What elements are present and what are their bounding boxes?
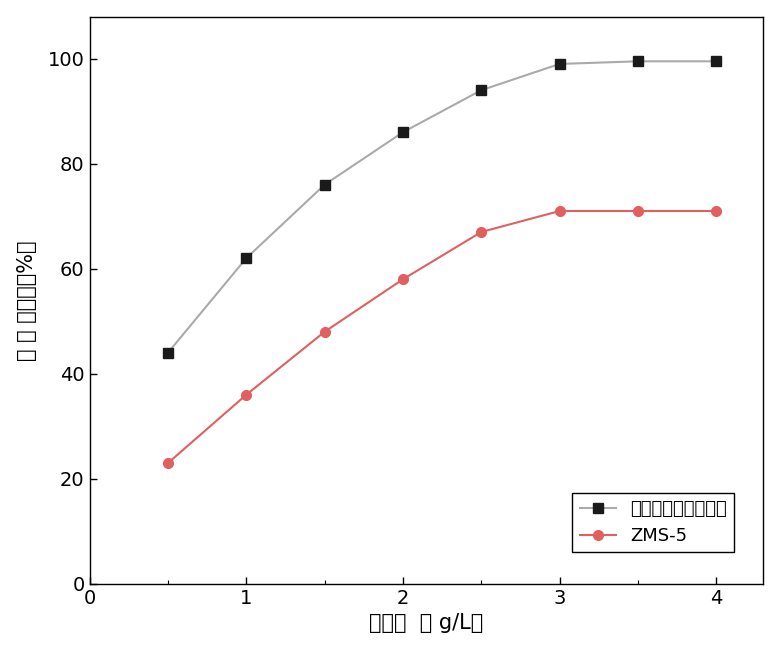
磁性石墨碳吸附材料 [399, 128, 408, 136]
Line: ZMS-5: ZMS-5 [163, 206, 722, 468]
ZMS-5 [711, 207, 721, 215]
ZMS-5 [320, 328, 329, 335]
Legend: 磁性石墨碳吸附材料, ZMS-5: 磁性石墨碳吸附材料, ZMS-5 [573, 493, 734, 552]
ZMS-5 [477, 228, 486, 236]
磁性石墨碳吸附材料 [320, 181, 329, 188]
ZMS-5 [633, 207, 643, 215]
磁性石墨碳吸附材料 [555, 60, 564, 68]
磁性石墨碳吸附材料 [633, 57, 643, 65]
Y-axis label: 苯 酚 去除率（%）: 苯 酚 去除率（%） [16, 240, 37, 361]
磁性石墨碳吸附材料 [711, 57, 721, 65]
磁性石墨碳吸附材料 [163, 349, 172, 357]
ZMS-5 [242, 391, 251, 398]
磁性石墨碳吸附材料 [477, 86, 486, 94]
ZMS-5 [399, 276, 408, 283]
Line: 磁性石墨碳吸附材料: 磁性石墨碳吸附材料 [163, 57, 722, 358]
磁性石墨碳吸附材料 [242, 254, 251, 262]
ZMS-5 [555, 207, 564, 215]
ZMS-5 [163, 459, 172, 467]
X-axis label: 投加量  （ g/L）: 投加量 （ g/L） [369, 614, 484, 633]
